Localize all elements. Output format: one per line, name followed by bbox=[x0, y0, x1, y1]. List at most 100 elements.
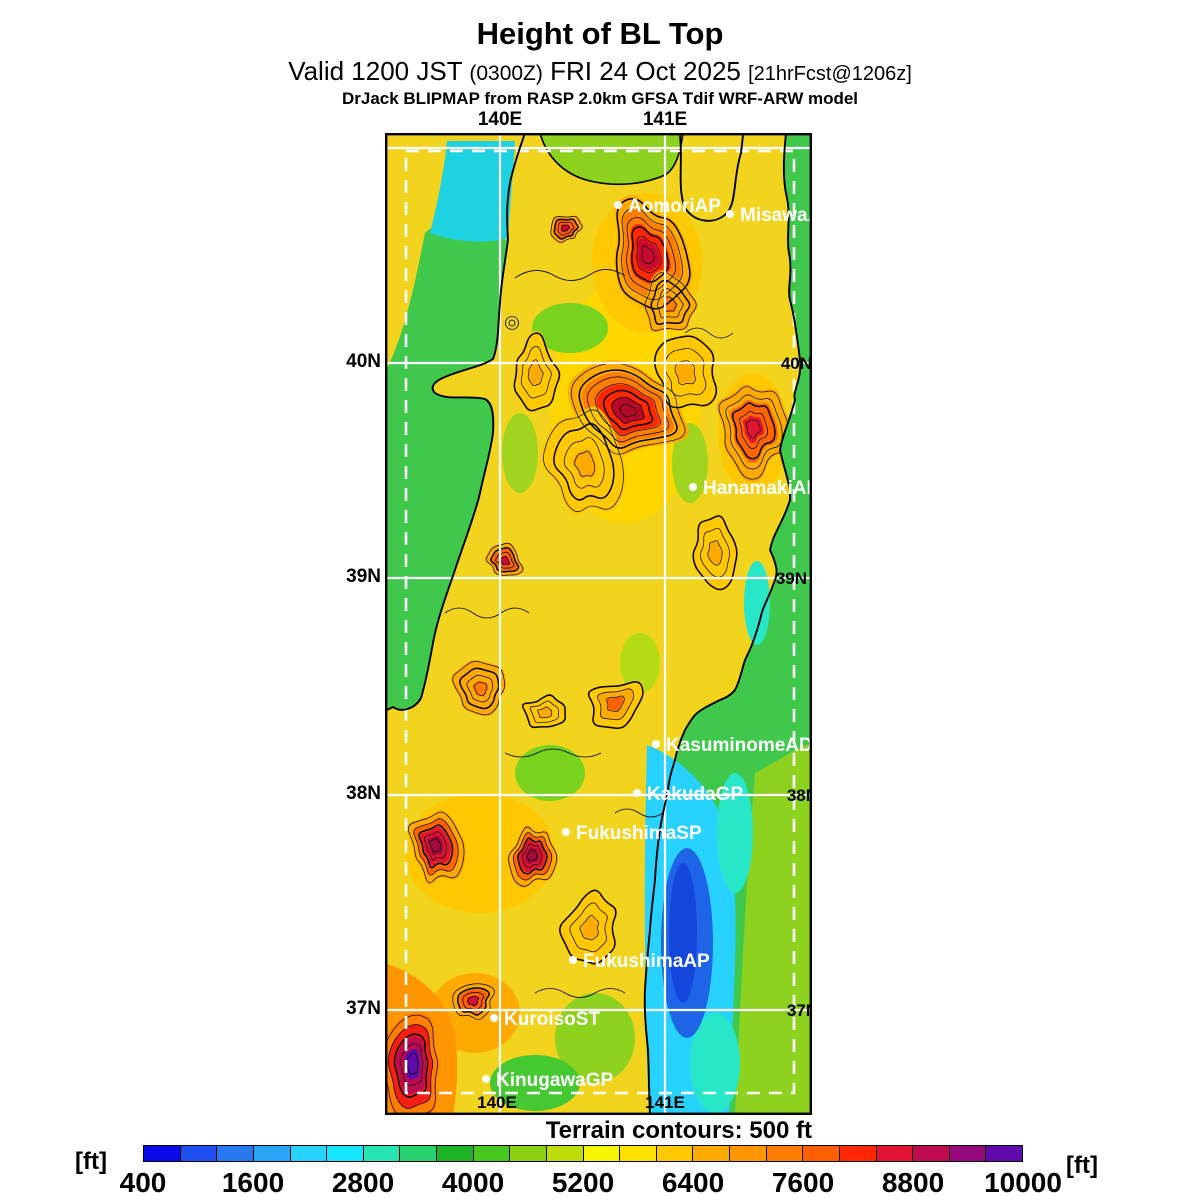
hotspot-fill bbox=[611, 396, 645, 424]
contour-ring bbox=[578, 369, 678, 449]
colorbar-segment bbox=[730, 1146, 767, 1161]
hotspot-fill bbox=[708, 542, 722, 564]
colorbar-segment bbox=[400, 1146, 437, 1161]
contour-ring bbox=[429, 838, 442, 853]
page-title: Height of BL Top bbox=[476, 16, 724, 51]
station-dot bbox=[569, 956, 577, 964]
colorbar-segment bbox=[253, 1146, 291, 1161]
colorbar-tick-label: 1600 bbox=[221, 1167, 285, 1198]
station-label: KasuminomeAD bbox=[666, 735, 812, 756]
contour-ring bbox=[393, 1033, 429, 1098]
hotspot-fill bbox=[528, 361, 543, 385]
station-markers: AomoriAP MisawaAD HanamakiAP KasuminomeAD Ka… bbox=[482, 196, 812, 1091]
hotspot-fill bbox=[662, 295, 678, 313]
colorbar-tick-label: 5200 bbox=[551, 1167, 615, 1198]
station-dot bbox=[482, 1075, 490, 1083]
lat-label-left: 40N bbox=[346, 351, 381, 372]
colorbar-segment bbox=[876, 1146, 914, 1161]
contour-ring bbox=[700, 527, 730, 578]
contour-ring bbox=[745, 419, 761, 439]
colorbar-segment bbox=[290, 1146, 328, 1161]
contour-ring bbox=[657, 288, 684, 319]
contour-ring bbox=[579, 915, 599, 941]
contour-ring bbox=[490, 547, 520, 573]
contour-ring bbox=[452, 661, 505, 716]
contour-ring bbox=[550, 215, 583, 243]
contour-ring bbox=[462, 992, 485, 1011]
lat-label-right: 40N bbox=[781, 354, 812, 373]
lon-label-top: 141E bbox=[642, 109, 688, 130]
colorbar-tick-label: 10000 bbox=[984, 1167, 1062, 1198]
station-dot bbox=[726, 210, 734, 218]
valid-date: FRI 24 Oct 2025 bbox=[542, 56, 749, 86]
contour-ring bbox=[459, 667, 500, 710]
hotspot-fill bbox=[403, 1048, 421, 1080]
contour-ring bbox=[508, 826, 558, 887]
hotspot-fill bbox=[607, 696, 624, 711]
station-label: MisawaAD bbox=[740, 205, 812, 226]
colorbar-segment bbox=[363, 1146, 401, 1161]
contour-ring bbox=[485, 543, 524, 576]
colorbar-tick-label: 8800 bbox=[881, 1167, 945, 1198]
contour-ring bbox=[605, 695, 625, 712]
contour-ring bbox=[597, 688, 634, 721]
colorbar-segment bbox=[144, 1146, 181, 1161]
colorbar-segment bbox=[913, 1146, 950, 1161]
colorbar bbox=[143, 1145, 1023, 1162]
contour-ring bbox=[467, 996, 479, 1006]
lat-label-right: 39N bbox=[776, 569, 807, 588]
contour-ring bbox=[563, 437, 605, 489]
contour-ring bbox=[718, 386, 790, 480]
colorbar-tick-label: 4000 bbox=[441, 1167, 505, 1198]
hotspot-fill bbox=[581, 916, 598, 939]
sea-japan bbox=[385, 224, 508, 711]
contour-ring bbox=[707, 540, 723, 566]
colorbar-tick-label: 400 bbox=[119, 1167, 167, 1198]
contour-ring bbox=[587, 681, 644, 729]
station-dot bbox=[562, 828, 570, 836]
contour-ring bbox=[725, 394, 783, 470]
terrain-contour-note: Terrain contours: 500 ft bbox=[545, 1117, 812, 1144]
map-frame bbox=[385, 133, 812, 1115]
contour-ring bbox=[527, 359, 544, 386]
contour-ring bbox=[526, 849, 538, 862]
lat-label-right: 38N bbox=[787, 786, 812, 805]
sea-turquoise-fringe bbox=[690, 1013, 740, 1113]
blipmap-map: 40N 39N 38N 37N 140E 141E AomoriAP MisawaAD Han… bbox=[385, 133, 812, 1115]
contour-ring bbox=[559, 889, 617, 965]
coastline bbox=[385, 133, 802, 1115]
lon-label-top: 140E bbox=[477, 109, 523, 130]
contour-ring bbox=[452, 983, 495, 1020]
contour-ring bbox=[553, 218, 579, 240]
contour-ring bbox=[513, 332, 561, 412]
contour-ring bbox=[466, 674, 494, 703]
forecast-tag: [21hrFcst@1206z] bbox=[748, 63, 912, 85]
colorbar-segment bbox=[583, 1146, 621, 1161]
contour-ring bbox=[641, 245, 655, 265]
contour-ring bbox=[644, 271, 697, 332]
station-label: FukushimaAP bbox=[583, 951, 710, 972]
contour-ring bbox=[413, 818, 459, 876]
valid-time-prefix: Valid 1200 JST bbox=[288, 56, 470, 86]
model-domain-boundary bbox=[404, 149, 796, 1095]
station-label: FukushimaSP bbox=[576, 823, 702, 844]
contour-ring bbox=[517, 837, 548, 875]
contour-ring bbox=[400, 1043, 424, 1087]
contour-ring bbox=[664, 348, 707, 397]
colorbar-segment bbox=[839, 1146, 877, 1161]
valid-time-utc: (0300Z) bbox=[469, 62, 543, 85]
colorbar-segment bbox=[180, 1146, 218, 1161]
contour-ring bbox=[621, 207, 684, 301]
colorbar-segment bbox=[217, 1146, 254, 1161]
colorbar-segment bbox=[620, 1146, 657, 1161]
terrain-contours bbox=[385, 198, 790, 1115]
colorbar-segment bbox=[766, 1146, 804, 1161]
station-label: KakudaGP bbox=[647, 784, 743, 805]
station-label: KinugawaGP bbox=[496, 1070, 614, 1091]
contour-ring bbox=[619, 403, 637, 418]
model-info-line: DrJack BLIPMAP from RASP 2.0km GFSA Tdif… bbox=[341, 89, 859, 108]
contour-ring bbox=[650, 279, 691, 326]
contour-ring bbox=[553, 422, 615, 501]
contour-ring bbox=[654, 335, 718, 409]
lat-label-left: 39N bbox=[346, 566, 381, 587]
